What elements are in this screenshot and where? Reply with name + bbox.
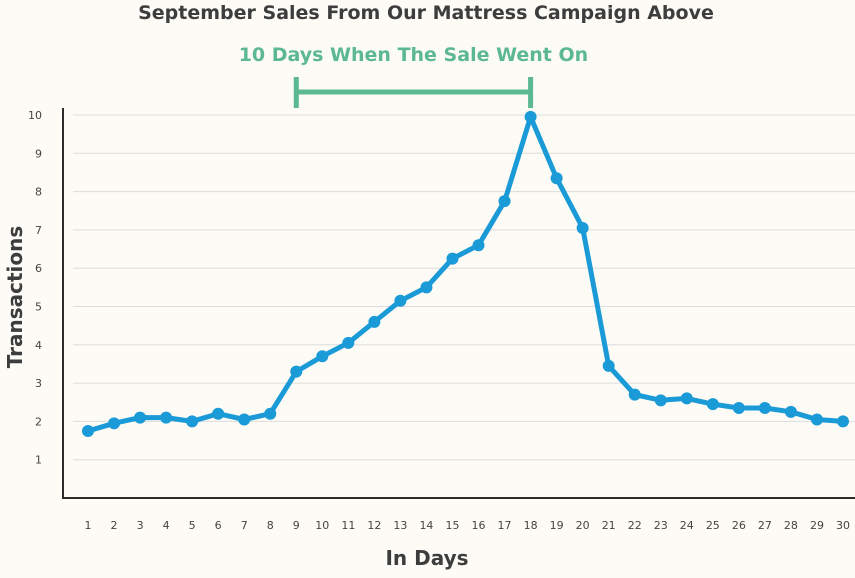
data-point-day-8 xyxy=(264,407,277,420)
x-tick-label-21: 21 xyxy=(602,519,616,532)
x-tick-label-16: 16 xyxy=(472,519,486,532)
x-tick-label-27: 27 xyxy=(758,519,772,532)
data-point-day-6 xyxy=(212,407,225,420)
x-tick-label-28: 28 xyxy=(784,519,798,532)
y-tick-label-10: 10 xyxy=(28,109,42,122)
x-axis-label: In Days xyxy=(385,546,468,570)
y-axis-label: Transactions xyxy=(3,226,27,369)
x-tick-label-30: 30 xyxy=(836,519,850,532)
x-tick-label-22: 22 xyxy=(628,519,642,532)
y-tick-label-4: 4 xyxy=(35,339,42,352)
data-point-day-17 xyxy=(498,195,511,208)
x-tick-label-3: 3 xyxy=(137,519,144,532)
y-tick-label-3: 3 xyxy=(35,377,42,390)
data-point-day-28 xyxy=(784,405,797,418)
data-point-day-27 xyxy=(758,401,771,414)
data-point-day-4 xyxy=(160,411,173,424)
y-axis-ticks: 1 2 3 4 5 6 7 8 9 10 xyxy=(28,109,42,467)
x-tick-label-2: 2 xyxy=(111,519,118,532)
x-tick-label-24: 24 xyxy=(680,519,694,532)
x-tick-label-11: 11 xyxy=(341,519,355,532)
x-tick-label-26: 26 xyxy=(732,519,746,532)
x-tick-label-10: 10 xyxy=(315,519,329,532)
data-point-day-10 xyxy=(316,350,329,363)
x-tick-label-5: 5 xyxy=(189,519,196,532)
x-tick-label-13: 13 xyxy=(393,519,407,532)
x-tick-label-8: 8 xyxy=(267,519,274,532)
data-point-day-12 xyxy=(368,315,381,328)
series-line-0 xyxy=(85,114,846,434)
data-point-day-16 xyxy=(472,239,485,252)
x-tick-label-9: 9 xyxy=(293,519,300,532)
data-point-day-3 xyxy=(134,411,147,424)
x-tick-label-1: 1 xyxy=(85,519,92,532)
x-tick-label-19: 19 xyxy=(550,519,564,532)
data-point-day-24 xyxy=(680,392,693,405)
x-tick-label-23: 23 xyxy=(654,519,668,532)
series-transactions xyxy=(82,110,849,437)
x-tick-label-4: 4 xyxy=(163,519,170,532)
data-point-day-19 xyxy=(550,172,563,185)
data-point-day-11 xyxy=(342,336,355,349)
data-point-day-1 xyxy=(82,424,94,437)
data-point-day-26 xyxy=(732,401,745,414)
x-tick-label-6: 6 xyxy=(215,519,222,532)
y-tick-label-5: 5 xyxy=(35,301,42,314)
x-tick-label-12: 12 xyxy=(367,519,381,532)
sale-period-label: 10 Days When The Sale Went On xyxy=(239,44,588,66)
x-tick-label-25: 25 xyxy=(706,519,720,532)
x-tick-label-18: 18 xyxy=(524,519,538,532)
chart-title: September Sales From Our Mattress Campai… xyxy=(138,2,714,24)
y-tick-label-9: 9 xyxy=(35,147,42,160)
data-point-day-5 xyxy=(186,415,199,428)
y-tick-label-6: 6 xyxy=(35,262,42,275)
data-point-day-23 xyxy=(654,394,667,407)
y-tick-label-8: 8 xyxy=(35,186,42,199)
data-point-day-7 xyxy=(238,413,251,426)
sale-period-annotation: 10 Days When The Sale Went On xyxy=(239,44,588,108)
x-axis-ticks: 1 2 3 4 5 6 7 8 9 10 11 12 13 14 15 16 17 18 19 20 21 22 23 24 2… xyxy=(85,519,851,532)
y-tick-label-2: 2 xyxy=(35,415,42,428)
data-point-day-14 xyxy=(420,281,433,294)
x-tick-label-15: 15 xyxy=(445,519,459,532)
y-tick-label-7: 7 xyxy=(35,224,42,237)
data-point-day-30 xyxy=(837,415,849,428)
data-point-day-9 xyxy=(290,365,303,378)
data-point-day-25 xyxy=(706,398,719,411)
x-tick-label-14: 14 xyxy=(419,519,433,532)
y-tick-label-1: 1 xyxy=(35,454,42,467)
gridlines xyxy=(73,114,855,461)
data-point-day-2 xyxy=(108,417,121,430)
data-point-day-29 xyxy=(810,413,823,426)
data-point-day-21 xyxy=(602,359,615,372)
x-tick-label-17: 17 xyxy=(498,519,512,532)
x-tick-label-20: 20 xyxy=(576,519,590,532)
data-point-day-15 xyxy=(446,252,459,265)
data-point-day-13 xyxy=(394,294,407,307)
data-point-day-20 xyxy=(576,221,589,234)
data-point-day-18 xyxy=(524,110,537,123)
data-point-day-22 xyxy=(628,388,641,401)
x-tick-label-7: 7 xyxy=(241,519,248,532)
x-tick-label-29: 29 xyxy=(810,519,824,532)
